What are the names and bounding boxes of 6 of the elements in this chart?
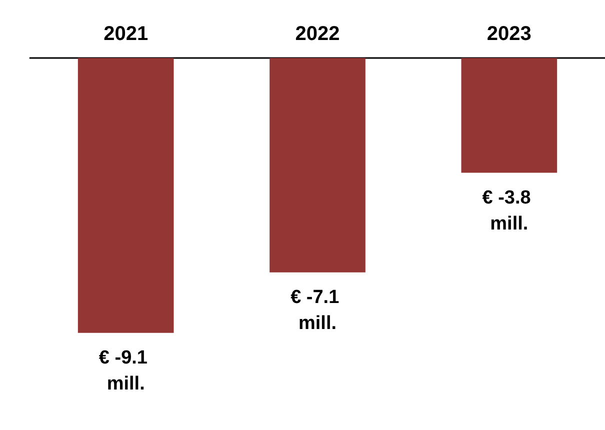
data-label: € -3.8 mill.	[482, 187, 536, 234]
x-tick-label: 2023	[486, 23, 532, 45]
data-label: € -9.1 mill.	[98, 347, 153, 394]
x-tick-label: 2022	[295, 23, 340, 45]
x-tick-label: 2021	[104, 23, 148, 45]
data-label: € -7.1 mill.	[290, 286, 344, 334]
